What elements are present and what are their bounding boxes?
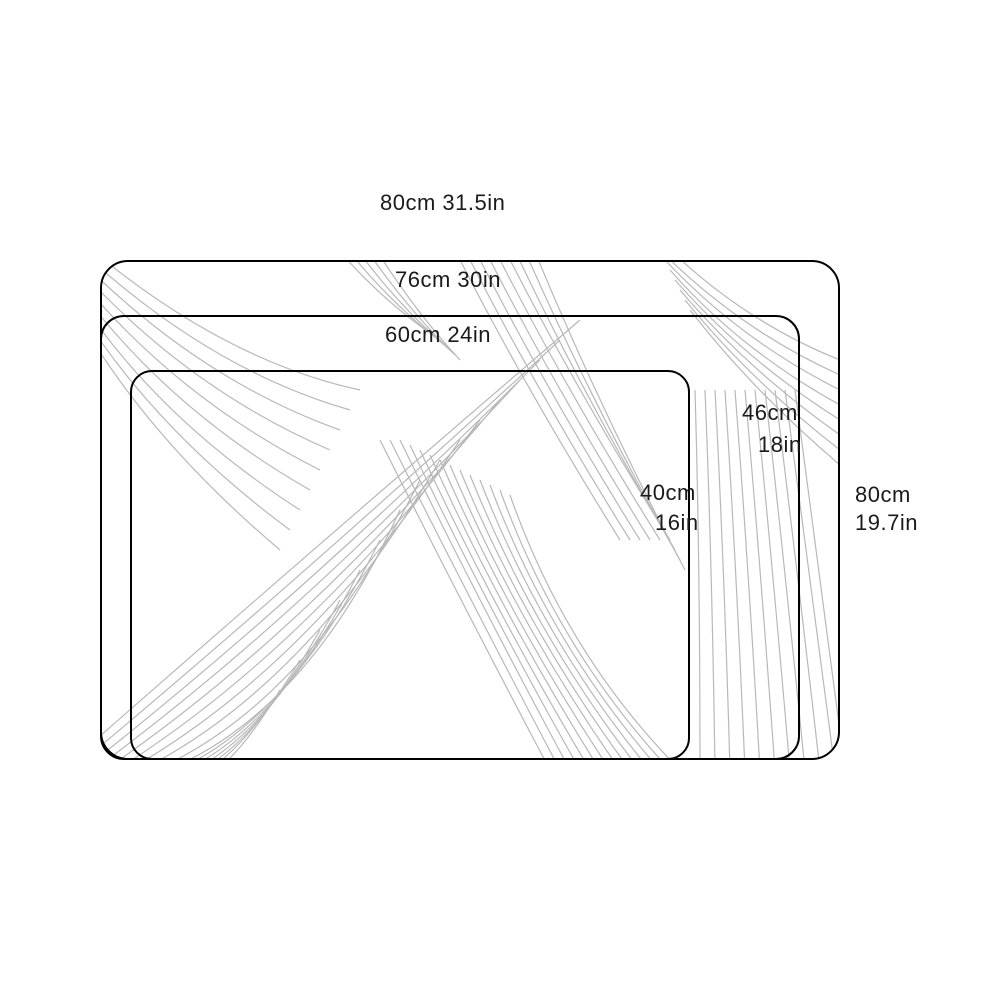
middle-height-cm-label: 46cm (742, 400, 798, 426)
outer-height-cm-label: 80cm (855, 482, 911, 508)
inner-height-cm-label: 40cm (640, 480, 696, 506)
outer-width-label: 80cm 31.5in (380, 190, 505, 216)
inner-width-label: 60cm 24in (385, 322, 491, 348)
inner-rectangle (130, 370, 690, 760)
middle-width-label: 76cm 30in (395, 267, 501, 293)
outer-height-in-label: 19.7in (855, 510, 918, 536)
inner-height-in-label: 16in (655, 510, 699, 536)
middle-height-in-label: 18in (758, 432, 802, 458)
